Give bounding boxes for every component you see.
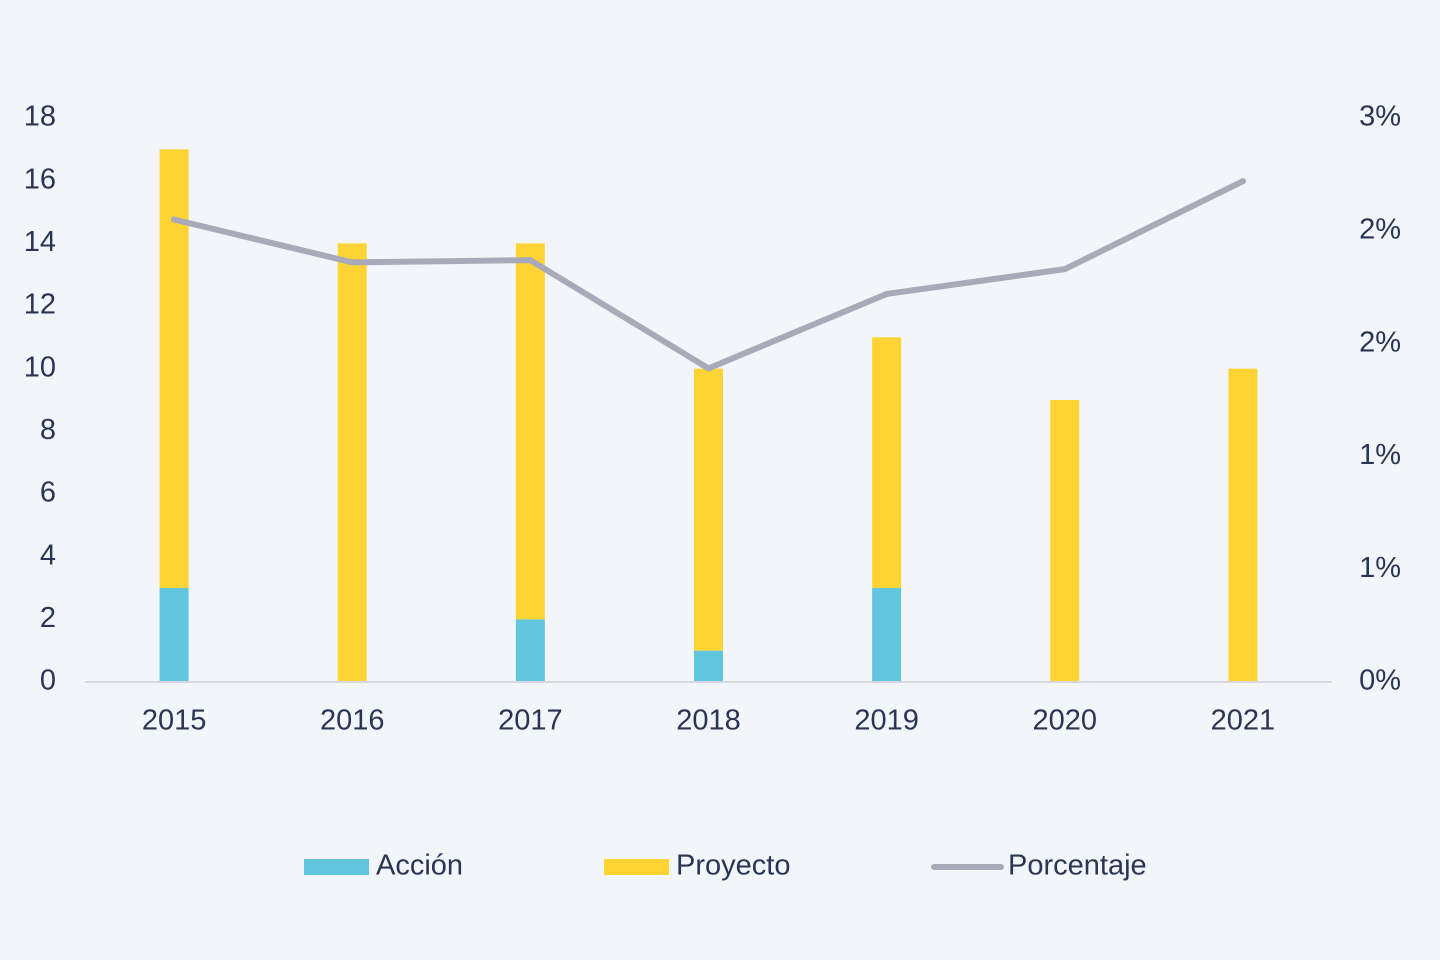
legend-label-porcentaje: Porcentaje xyxy=(1008,850,1147,882)
bar-proyecto-2016 xyxy=(337,243,367,683)
y-right-tick-label: 2% xyxy=(1359,326,1401,358)
y-left-tick-label: 18 xyxy=(24,101,56,133)
x-tick-label-2017: 2017 xyxy=(498,705,563,737)
left-axis-ticks: 0 2 4 6 8 10 12 14 16 18 xyxy=(24,101,56,697)
bar-proyecto-2019 xyxy=(872,337,902,588)
y-left-tick-label: 6 xyxy=(40,477,56,509)
point-porcentaje-2020 xyxy=(1061,266,1068,273)
line-porcentaje xyxy=(171,178,1246,372)
bar-proyecto-2017 xyxy=(515,243,545,620)
point-porcentaje-2017 xyxy=(527,257,534,264)
y-left-tick-label: 16 xyxy=(24,163,56,195)
point-porcentaje-2019 xyxy=(883,290,890,297)
line-layer xyxy=(171,178,1246,372)
bars-layer xyxy=(159,149,1258,683)
point-porcentaje-2021 xyxy=(1239,178,1246,185)
y-right-tick-label: 2% xyxy=(1359,213,1401,245)
y-left-tick-label: 8 xyxy=(40,414,56,446)
bar-accion-2017 xyxy=(515,619,545,682)
y-right-tick-label: 3% xyxy=(1359,101,1401,133)
point-porcentaje-2016 xyxy=(349,259,356,266)
bar-accion-2019 xyxy=(872,588,902,682)
x-tick-label-2015: 2015 xyxy=(142,705,207,737)
y-left-tick-label: 14 xyxy=(24,226,56,258)
right-axis-ticks: 0% 1% 1% 2% 2% 3% xyxy=(1359,101,1401,697)
bar-accion-2015 xyxy=(159,588,189,682)
x-axis-ticks: 2015 2016 2017 2018 2019 2020 2021 xyxy=(142,705,1275,737)
x-tick-label-2018: 2018 xyxy=(676,705,741,737)
bar-proyecto-2018 xyxy=(694,368,723,651)
y-left-tick-label: 0 xyxy=(40,665,56,697)
point-porcentaje-2018 xyxy=(705,365,712,372)
bar-proyecto-2020 xyxy=(1050,400,1080,682)
legend-label-proyecto: Proyecto xyxy=(676,850,790,882)
y-right-tick-label: 1% xyxy=(1359,552,1401,584)
x-tick-label-2021: 2021 xyxy=(1211,705,1276,737)
x-tick-label-2020: 2020 xyxy=(1033,705,1098,737)
bar-accion-2018 xyxy=(694,650,723,682)
y-left-tick-label: 10 xyxy=(24,351,56,383)
y-left-tick-label: 4 xyxy=(40,539,56,571)
x-tick-label-2019: 2019 xyxy=(854,705,919,737)
y-left-tick-label: 2 xyxy=(40,602,56,634)
legend-label-accion: Acción xyxy=(376,850,463,882)
y-left-tick-label: 12 xyxy=(24,289,56,321)
x-tick-label-2016: 2016 xyxy=(320,705,385,737)
legend-swatch-accion xyxy=(304,859,369,875)
bar-proyecto-2015 xyxy=(159,149,189,589)
legend: Acción Proyecto Porcentaje xyxy=(304,850,1147,882)
y-right-tick-label: 1% xyxy=(1359,439,1401,471)
legend-swatch-proyecto xyxy=(604,859,669,875)
y-right-tick-label: 0% xyxy=(1359,665,1401,697)
bar-proyecto-2021 xyxy=(1228,368,1258,682)
point-porcentaje-2015 xyxy=(171,216,178,223)
